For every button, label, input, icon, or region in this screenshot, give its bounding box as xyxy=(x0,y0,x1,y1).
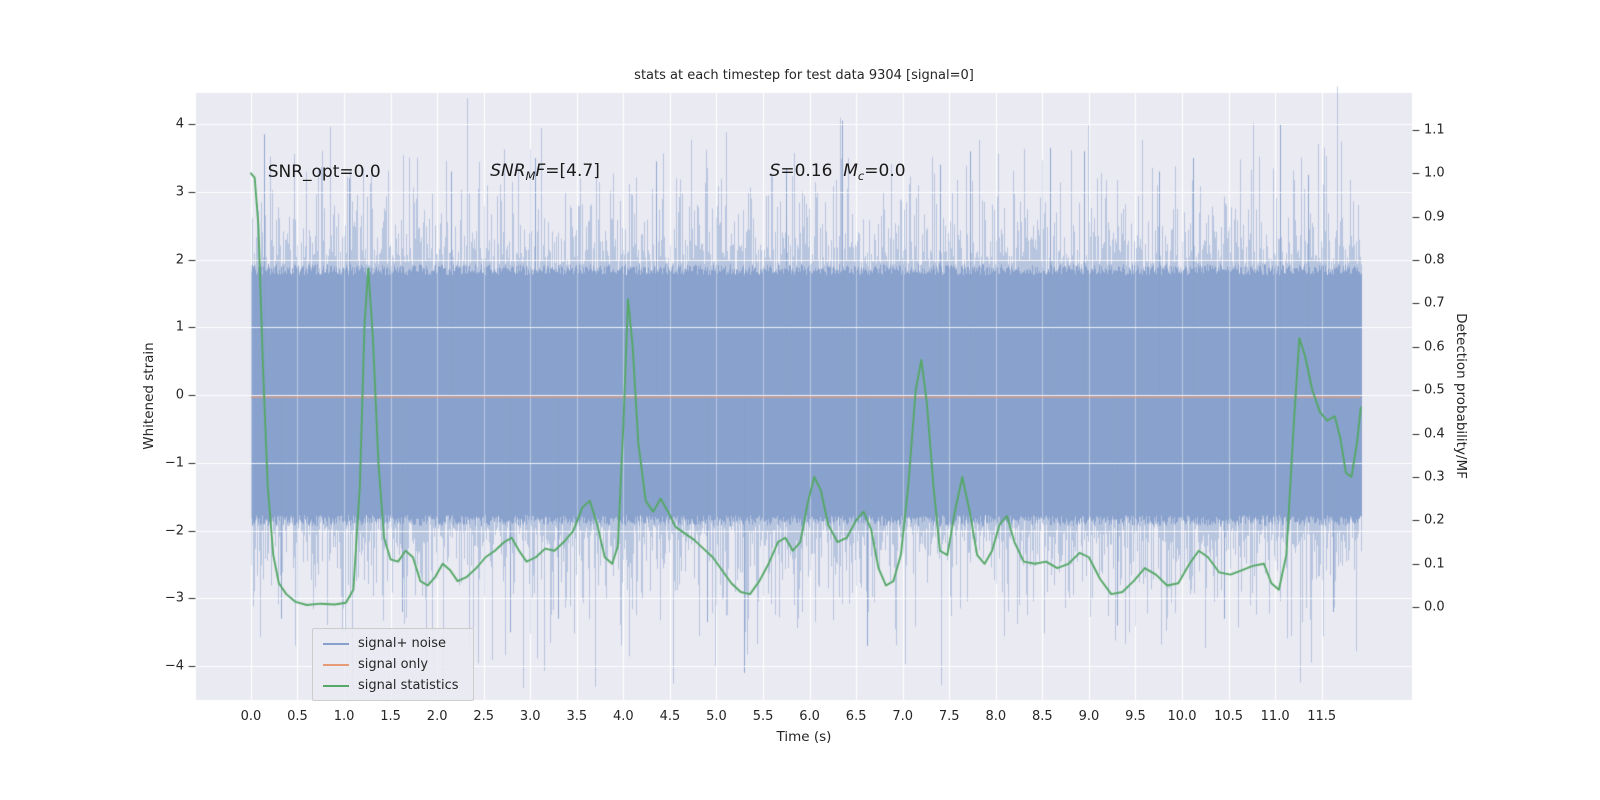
y-right-tick-label: 0.4 xyxy=(1424,426,1445,442)
x-tick-label: 7.0 xyxy=(892,709,914,724)
y-right-tick-label: 0.5 xyxy=(1424,382,1445,398)
y-left-tick-label: −1 xyxy=(164,455,184,471)
legend-item-signal-statistics: signal statistics xyxy=(323,678,459,693)
y-right-tick-label: 0.2 xyxy=(1424,512,1445,528)
x-tick-label: 8.5 xyxy=(1032,709,1053,724)
y-left-tick-label: −4 xyxy=(164,658,184,674)
x-tick-label: 8.0 xyxy=(985,709,1007,724)
annotation-text: SNR_opt=0.0 xyxy=(267,161,381,182)
legend-label-noise: signal+ noise xyxy=(358,636,447,651)
x-tick-label: 4.5 xyxy=(659,709,681,724)
x-tick-label: 2.5 xyxy=(473,709,495,724)
x-tick-label: 3.0 xyxy=(519,709,541,724)
x-tick-label: 10.5 xyxy=(1214,709,1244,724)
x-tick-label: 11.5 xyxy=(1307,709,1337,724)
y-right-tick-label: 0.0 xyxy=(1424,599,1445,615)
y-right-tick-label: 0.7 xyxy=(1424,295,1445,311)
legend-line-swatch-noise xyxy=(323,642,349,645)
y-left-tick-label: 0 xyxy=(175,387,184,403)
x-tick-label: 2.0 xyxy=(426,709,448,724)
y-right-tick-label: 0.1 xyxy=(1424,556,1445,572)
y-left-tick-label: −2 xyxy=(164,523,184,539)
x-tick-label: 7.5 xyxy=(938,709,960,724)
y-right-tick-label: 0.8 xyxy=(1424,252,1445,268)
y-left-tick-label: −3 xyxy=(164,590,184,606)
x-tick-label: 0.5 xyxy=(287,709,308,724)
x-tick-label: 0.0 xyxy=(240,709,262,724)
x-tick-label: 1.0 xyxy=(333,709,355,724)
x-tick-label: 3.5 xyxy=(566,709,588,724)
x-tick-label: 5.0 xyxy=(706,709,727,724)
x-tick-label: 5.5 xyxy=(752,709,774,724)
legend-item-signal-noise: signal+ noise xyxy=(323,636,459,651)
y-right-tick-label: 1.1 xyxy=(1424,122,1445,138)
chart-title: stats at each timestep for test data 930… xyxy=(634,68,974,83)
y-left-tick-label: 1 xyxy=(175,319,184,335)
legend-label-stats: signal statistics xyxy=(358,678,459,693)
x-tick-label: 4.0 xyxy=(613,709,634,724)
legend-line-swatch-signal xyxy=(323,663,349,666)
x-tick-label: 6.5 xyxy=(845,709,867,724)
y-right-tick-label: 1.0 xyxy=(1424,165,1445,181)
annotation-text: SNRMF=[4.7] xyxy=(490,160,600,183)
y-left-tick-label: 2 xyxy=(175,252,184,268)
x-tick-label: 11.0 xyxy=(1260,709,1290,724)
y-axis-label-right: Detection probability/MF xyxy=(1453,313,1469,479)
y-right-tick-label: 0.9 xyxy=(1424,209,1445,225)
y-left-tick-label: 3 xyxy=(175,184,184,200)
x-tick-label: 10.0 xyxy=(1167,709,1197,724)
y-axis-label-left: Whitened strain xyxy=(141,342,157,450)
legend: signal+ noise signal only signal statist… xyxy=(312,628,474,701)
y-right-tick-label: 0.3 xyxy=(1424,469,1445,485)
x-tick-label: 1.5 xyxy=(380,709,401,724)
x-axis-label: Time (s) xyxy=(776,729,832,745)
x-tick-label: 9.5 xyxy=(1125,709,1146,724)
x-tick-label: 6.0 xyxy=(799,709,820,724)
y-left-tick-label: 4 xyxy=(175,116,184,132)
legend-label-signal: signal only xyxy=(358,657,429,672)
legend-line-swatch-stats xyxy=(323,684,349,687)
x-tick-label: 9.0 xyxy=(1078,709,1100,724)
legend-item-signal-only: signal only xyxy=(323,657,459,672)
y-right-tick-label: 0.6 xyxy=(1424,339,1445,355)
annotation-text: S=0.16 Mc=0.0 xyxy=(769,160,906,183)
